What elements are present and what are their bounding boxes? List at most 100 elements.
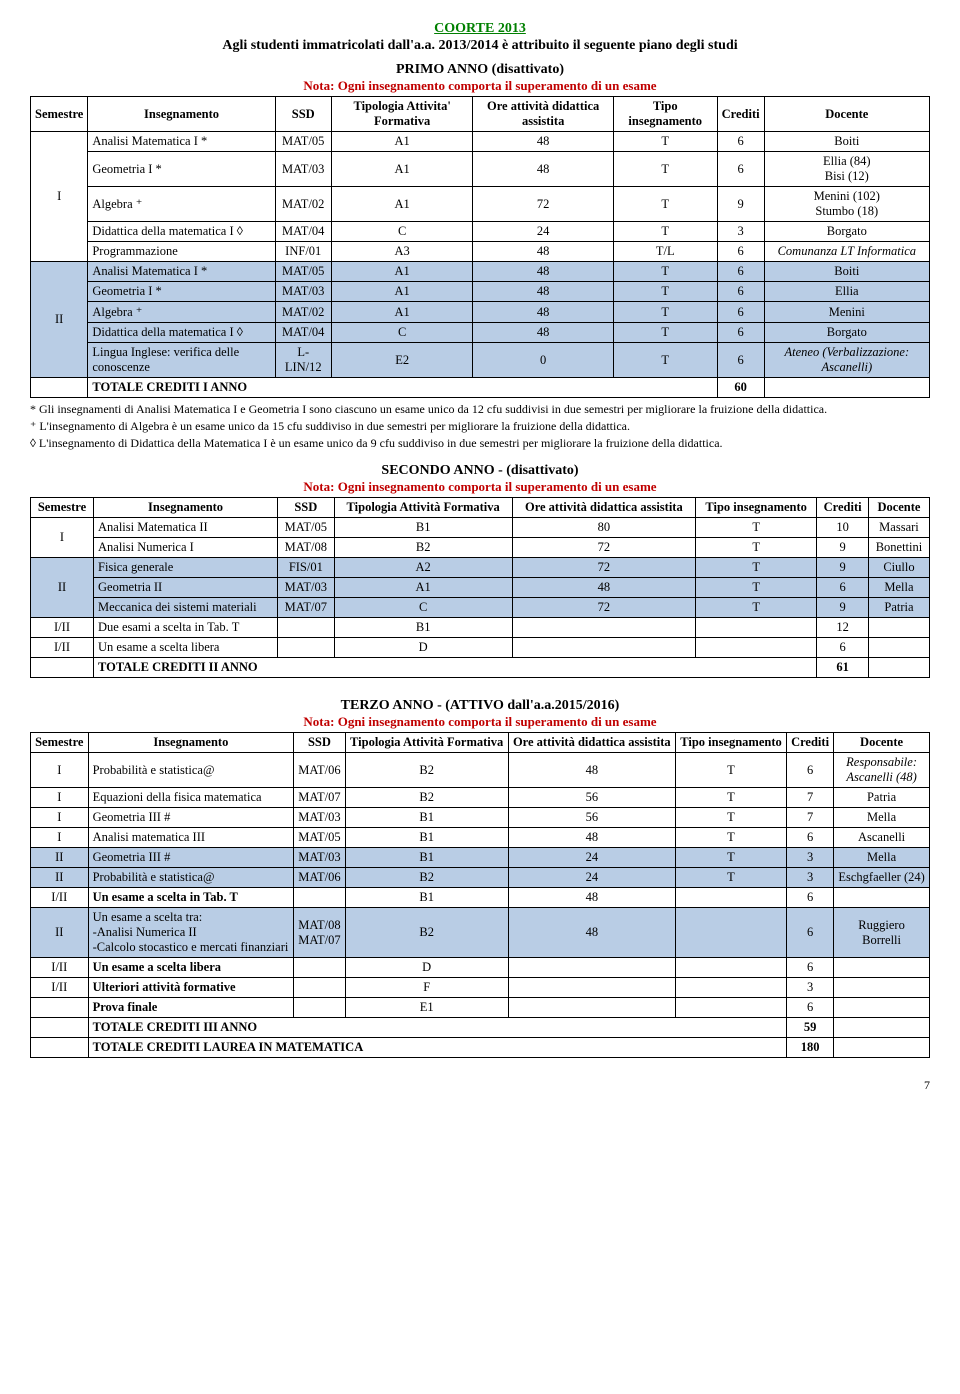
table-cell: 6 [717, 343, 764, 378]
table-cell: I/II [31, 638, 94, 658]
table-cell [508, 978, 675, 998]
table-row: Algebra ⁺MAT/02A172T9Menini (102)Stumbo … [31, 187, 930, 222]
table-row: Didattica della matematica I ◊MAT/04C48T… [31, 323, 930, 343]
table-cell [676, 958, 787, 978]
table-cell: T [695, 578, 816, 598]
table-cell: A1 [334, 578, 512, 598]
table-cell: 61 [817, 658, 869, 678]
table-row: I/IIUn esame a scelta in Tab. TB1486 [31, 888, 930, 908]
table-row: Didattica della matematica I ◊MAT/04C24T… [31, 222, 930, 242]
table-cell: T [676, 753, 787, 788]
col-semestre: Semestre [31, 498, 94, 518]
table-cell: 6 [786, 888, 833, 908]
table-cell: MAT/06 [294, 868, 346, 888]
table-cell: T [613, 152, 717, 187]
table-cell: I [31, 828, 89, 848]
col-docente: Docente [834, 733, 930, 753]
primo-table: Semestre Insegnamento SSD Tipologia Atti… [30, 96, 930, 398]
table-cell: Un esame a scelta in Tab. T [88, 888, 294, 908]
table-cell: T [676, 828, 787, 848]
table-cell: RuggieroBorrelli [834, 908, 930, 958]
table-cell: B2 [345, 788, 508, 808]
table-cell: Probabilità e statistica@ [88, 868, 294, 888]
table-cell: Programmazione [88, 242, 275, 262]
table-cell: Borgato [764, 323, 929, 343]
table-cell: MAT/04 [275, 323, 331, 343]
table-cell [508, 998, 675, 1018]
table-cell: Fisica generale [94, 558, 278, 578]
table-row: IIProbabilità e statistica@MAT/06B224T3E… [31, 868, 930, 888]
table-cell: 0 [473, 343, 613, 378]
table-row: Prova finaleE16 [31, 998, 930, 1018]
table-cell: 3 [786, 868, 833, 888]
table-row: Geometria I *MAT/03A148T6Ellia [31, 282, 930, 302]
table-cell: Ellia (84)Bisi (12) [764, 152, 929, 187]
table-cell: T [695, 598, 816, 618]
table-row: ProgrammazioneINF/01A348T/L6Comunanza LT… [31, 242, 930, 262]
table-cell: E2 [331, 343, 473, 378]
table-cell: Ulteriori attività formative [88, 978, 294, 998]
table-cell: T [613, 262, 717, 282]
table-cell: 48 [508, 753, 675, 788]
table-cell: T [613, 323, 717, 343]
table-cell: Ellia [764, 282, 929, 302]
table-cell [676, 908, 787, 958]
table-cell: Geometria I * [88, 282, 275, 302]
table-cell: MAT/07 [278, 598, 334, 618]
table-cell [294, 978, 346, 998]
table-cell: T [676, 868, 787, 888]
table-cell: Due esami a scelta in Tab. T [94, 618, 278, 638]
table-cell: T [613, 343, 717, 378]
table-cell [834, 978, 930, 998]
table-cell: 48 [473, 262, 613, 282]
table-cell: Algebra ⁺ [88, 187, 275, 222]
col-ssd: SSD [275, 97, 331, 132]
table-cell: MAT/02 [275, 302, 331, 323]
table-cell: Boiti [764, 132, 929, 152]
coorte-title: COORTE 2013 [434, 21, 526, 36]
table-cell: I/II [31, 618, 94, 638]
table-cell: A1 [331, 302, 473, 323]
table-cell: Comunanza LT Informatica [764, 242, 929, 262]
table-cell: 6 [817, 638, 869, 658]
table-cell [278, 638, 334, 658]
table-cell: 80 [512, 518, 695, 538]
table-row: IIGeometria III #MAT/03B124T3Mella [31, 848, 930, 868]
table-cell [676, 998, 787, 1018]
table-cell: Meccanica dei sistemi materiali [94, 598, 278, 618]
table-cell: 48 [473, 302, 613, 323]
table-cell [31, 1018, 89, 1038]
table-cell [31, 658, 94, 678]
table-cell: F [345, 978, 508, 998]
table-cell: Analisi Matematica II [94, 518, 278, 538]
table-row: I/IIUn esame a scelta liberaD6 [31, 958, 930, 978]
table-cell [834, 888, 930, 908]
col-ssd: SSD [294, 733, 346, 753]
col-tipologia: Tipologia Attività Formativa [334, 498, 512, 518]
table-cell [294, 888, 346, 908]
table-cell: 6 [717, 302, 764, 323]
table-cell: 56 [508, 808, 675, 828]
table-cell: Probabilità e statistica@ [88, 753, 294, 788]
table-cell: 60 [717, 378, 764, 398]
table-cell: MAT/05 [294, 828, 346, 848]
table-cell: 6 [786, 753, 833, 788]
table-cell: B2 [334, 538, 512, 558]
table-row: IEquazioni della fisica matematicaMAT/07… [31, 788, 930, 808]
table-cell: INF/01 [275, 242, 331, 262]
table-cell: 6 [786, 958, 833, 978]
table-cell: A3 [331, 242, 473, 262]
col-tipo: Tipo insegnamento [676, 733, 787, 753]
terzo-table: Semestre Insegnamento SSD Tipologia Atti… [30, 732, 930, 1058]
table-cell: Menini (102)Stumbo (18) [764, 187, 929, 222]
table-cell: MAT/06 [294, 753, 346, 788]
table-cell: 6 [717, 262, 764, 282]
table-cell: Algebra ⁺ [88, 302, 275, 323]
table-cell: MAT/03 [275, 152, 331, 187]
table-cell: Boiti [764, 262, 929, 282]
table-cell: 10 [817, 518, 869, 538]
table-cell [31, 998, 89, 1018]
table-cell: Geometria II [94, 578, 278, 598]
table-cell [512, 618, 695, 638]
table-cell: FIS/01 [278, 558, 334, 578]
